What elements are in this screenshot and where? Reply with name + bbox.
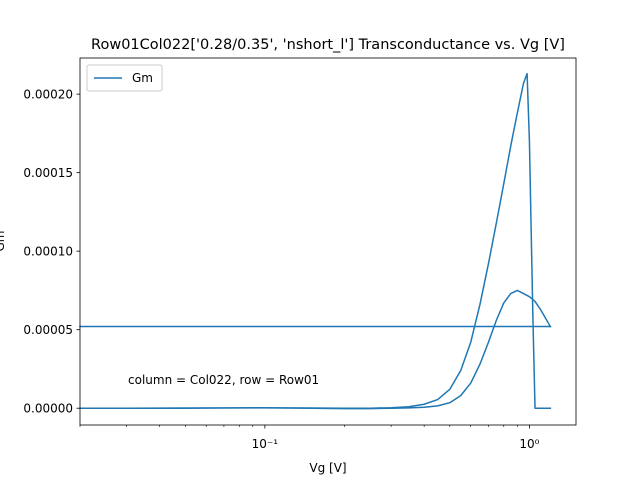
y-tick-label: 0.00015 [23,166,73,180]
y-tick-label: 0.00010 [23,245,73,259]
x-tick-label: 10⁰ [519,437,539,451]
x-axis: 10⁻¹ 10⁰ [79,425,540,451]
y-axis-label: Gm [0,231,7,252]
chart-annotation: column = Col022, row = Row01 [128,373,319,387]
y-tick-label: 0.00000 [23,402,73,416]
plot-area [79,72,552,410]
legend: Gm [86,64,163,92]
series-line-1 [79,72,552,410]
axes-frame [79,57,577,426]
legend-label-gm: Gm [132,71,153,85]
legend-box [86,64,163,92]
y-tick-label: 0.00020 [23,88,73,102]
y-axis: 0.00000 0.00005 0.00010 0.00015 0.00020 [23,88,80,416]
chart-title: Row01Col022['0.28/0.35', 'nshort_l'] Tra… [91,37,565,53]
y-tick-label: 0.00005 [23,323,73,337]
x-axis-label: Vg [V] [309,461,346,475]
x-tick-label: 10⁻¹ [252,437,279,451]
